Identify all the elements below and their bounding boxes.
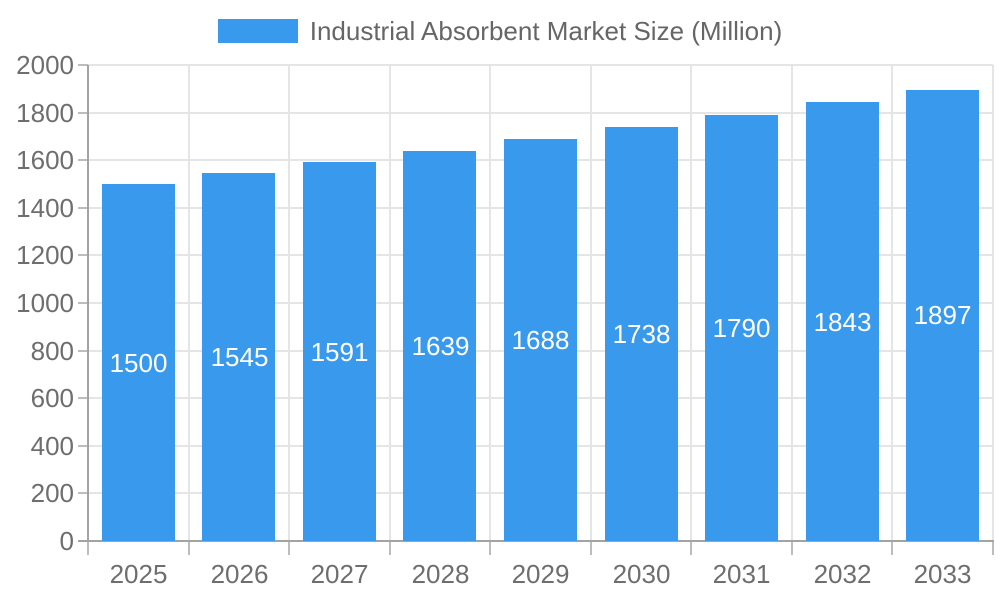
gridline-horizontal bbox=[88, 112, 993, 114]
x-axis-label: 2030 bbox=[612, 559, 671, 589]
bar-value-label: 1545 bbox=[210, 342, 269, 372]
bar[interactable] bbox=[504, 139, 577, 541]
y-axis-tick bbox=[78, 159, 88, 161]
bar-value-label: 1897 bbox=[913, 300, 972, 330]
y-axis-tick bbox=[78, 302, 88, 304]
bar[interactable] bbox=[705, 115, 778, 541]
x-axis-tick bbox=[992, 541, 994, 555]
x-axis-label: 2032 bbox=[813, 559, 872, 589]
y-axis-label: 400 bbox=[30, 431, 74, 461]
x-axis-label: 2026 bbox=[210, 559, 269, 589]
y-axis-tick bbox=[78, 64, 88, 66]
x-axis-label: 2033 bbox=[913, 559, 972, 589]
gridline-vertical bbox=[891, 65, 893, 541]
bar[interactable] bbox=[303, 162, 376, 541]
bar[interactable] bbox=[403, 151, 476, 541]
bar-value-label: 1591 bbox=[310, 337, 369, 367]
bar-value-label: 1639 bbox=[411, 331, 470, 361]
y-axis-tick bbox=[78, 207, 88, 209]
bar-value-label: 1738 bbox=[612, 319, 671, 349]
gridline-vertical bbox=[590, 65, 592, 541]
bar[interactable] bbox=[605, 127, 678, 541]
gridline-vertical bbox=[992, 65, 994, 541]
gridline-vertical bbox=[288, 65, 290, 541]
y-axis-label: 1400 bbox=[16, 193, 74, 223]
x-axis-label: 2027 bbox=[310, 559, 369, 589]
legend-swatch bbox=[217, 19, 298, 43]
y-axis-label: 1800 bbox=[16, 98, 74, 128]
y-axis-label: 1600 bbox=[16, 145, 74, 175]
x-axis-tick bbox=[188, 541, 190, 555]
bar[interactable] bbox=[806, 102, 879, 541]
x-axis-tick bbox=[690, 541, 692, 555]
y-axis-tick bbox=[78, 254, 88, 256]
gridline-vertical bbox=[791, 65, 793, 541]
x-axis-label: 2028 bbox=[411, 559, 470, 589]
bar-value-label: 1843 bbox=[813, 307, 872, 337]
y-axis-tick bbox=[78, 445, 88, 447]
gridline-vertical bbox=[389, 65, 391, 541]
x-axis-label: 2025 bbox=[109, 559, 168, 589]
y-axis-label: 2000 bbox=[16, 50, 74, 80]
y-axis-tick bbox=[78, 350, 88, 352]
x-axis-label: 2031 bbox=[712, 559, 771, 589]
y-axis-label: 0 bbox=[59, 526, 74, 556]
legend-label: Industrial Absorbent Market Size (Millio… bbox=[309, 16, 783, 46]
bar[interactable] bbox=[906, 90, 979, 541]
gridline-vertical bbox=[690, 65, 692, 541]
x-axis-tick bbox=[891, 541, 893, 555]
y-axis-label: 200 bbox=[30, 478, 74, 508]
gridline-vertical bbox=[489, 65, 491, 541]
y-axis-tick bbox=[78, 112, 88, 114]
bar-value-label: 1790 bbox=[712, 313, 771, 343]
x-axis-label: 2029 bbox=[511, 559, 570, 589]
x-axis-tick bbox=[590, 541, 592, 555]
y-axis-tick bbox=[78, 492, 88, 494]
x-axis-line bbox=[78, 540, 994, 542]
bar[interactable] bbox=[102, 184, 175, 541]
x-axis-tick bbox=[791, 541, 793, 555]
x-axis-tick bbox=[489, 541, 491, 555]
y-axis-line bbox=[87, 65, 89, 541]
x-axis-tick bbox=[389, 541, 391, 555]
bar-value-label: 1688 bbox=[511, 325, 570, 355]
y-axis-label: 1200 bbox=[16, 240, 74, 270]
legend-item[interactable]: Industrial Absorbent Market Size (Millio… bbox=[0, 16, 1000, 46]
bar-value-label: 1500 bbox=[109, 348, 168, 378]
y-axis-label: 1000 bbox=[16, 288, 74, 318]
x-axis-tick bbox=[288, 541, 290, 555]
gridline-horizontal bbox=[88, 64, 993, 66]
x-axis-tick bbox=[87, 541, 89, 555]
bar[interactable] bbox=[202, 173, 275, 541]
y-axis-label: 600 bbox=[30, 383, 74, 413]
y-axis-tick bbox=[78, 397, 88, 399]
y-axis-label: 800 bbox=[30, 336, 74, 366]
gridline-vertical bbox=[188, 65, 190, 541]
